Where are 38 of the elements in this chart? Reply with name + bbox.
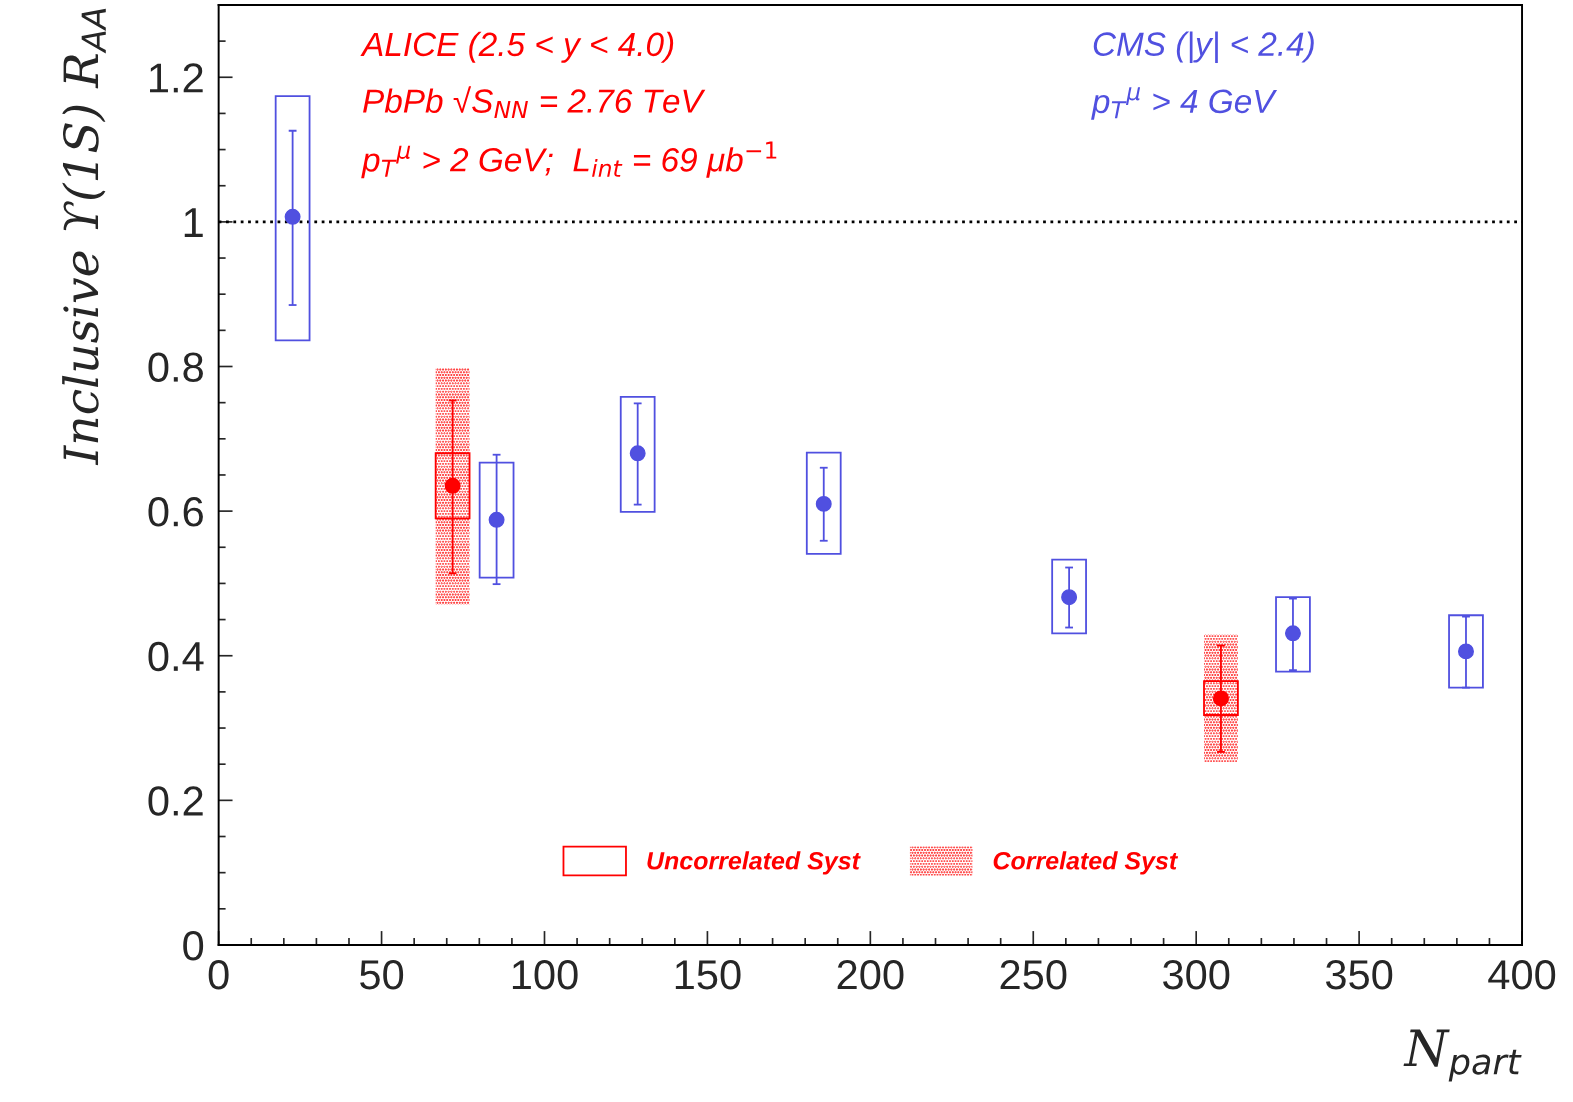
x-tick-label: 100 bbox=[512, 959, 578, 990]
x-tick-label: 200 bbox=[837, 959, 904, 990]
x-tick-label: 350 bbox=[1325, 959, 1393, 990]
x-tick-label: 250 bbox=[1000, 959, 1067, 990]
bar bbox=[805, 451, 842, 555]
y-axis-title: Inclusive ϒ(1S) R$_{AA}$ bbox=[62, 8, 106, 466]
y-tick-label: 0.2 bbox=[148, 786, 203, 816]
annotation: p$_{T}$$^{μ}$ > 4 GeV bbox=[1091, 87, 1278, 120]
y-tick-label: 0.4 bbox=[148, 641, 204, 672]
point bbox=[629, 445, 646, 462]
legend-label: Uncorrelated Syst bbox=[647, 851, 861, 875]
x-tick-label: 300 bbox=[1163, 959, 1230, 990]
bar bbox=[274, 95, 311, 342]
y-tick-label: 1 bbox=[184, 208, 203, 237]
x-tick-label: 150 bbox=[675, 959, 741, 990]
y-tick-label: 0.8 bbox=[148, 352, 203, 383]
y-tick-label: 0 bbox=[183, 930, 204, 961]
point bbox=[488, 511, 505, 528]
x-tick-label: 400 bbox=[1488, 959, 1556, 990]
x-tick-label: 0 bbox=[208, 959, 229, 990]
point bbox=[1284, 625, 1301, 642]
point bbox=[1061, 589, 1078, 606]
point bbox=[284, 208, 301, 225]
bar bbox=[1448, 614, 1484, 689]
annotation: p$_{T}$$^{μ}$ > 2 GeV; L$_{int}$ = 69 μb$^{−1}$ bbox=[361, 141, 777, 179]
y-tick-label: 0.6 bbox=[148, 497, 203, 527]
annotation: ALICE (2.5 < y < 4.0) bbox=[360, 31, 674, 63]
legend-label: Correlated Syst bbox=[993, 851, 1179, 875]
point bbox=[815, 495, 832, 512]
y-tick-label: 1.2 bbox=[150, 63, 203, 93]
x-axis-title: N$_{part}$ bbox=[1403, 1029, 1522, 1082]
bar bbox=[1051, 558, 1087, 635]
x-tick-label: 50 bbox=[360, 959, 404, 990]
bar bbox=[619, 395, 656, 513]
annotation: PbPb √S$_{NN}$ = 2.76 TeV bbox=[363, 86, 706, 119]
bar bbox=[1275, 596, 1311, 673]
annotation: CMS (|y| < 2.4) bbox=[1093, 31, 1314, 64]
point bbox=[1458, 643, 1474, 660]
